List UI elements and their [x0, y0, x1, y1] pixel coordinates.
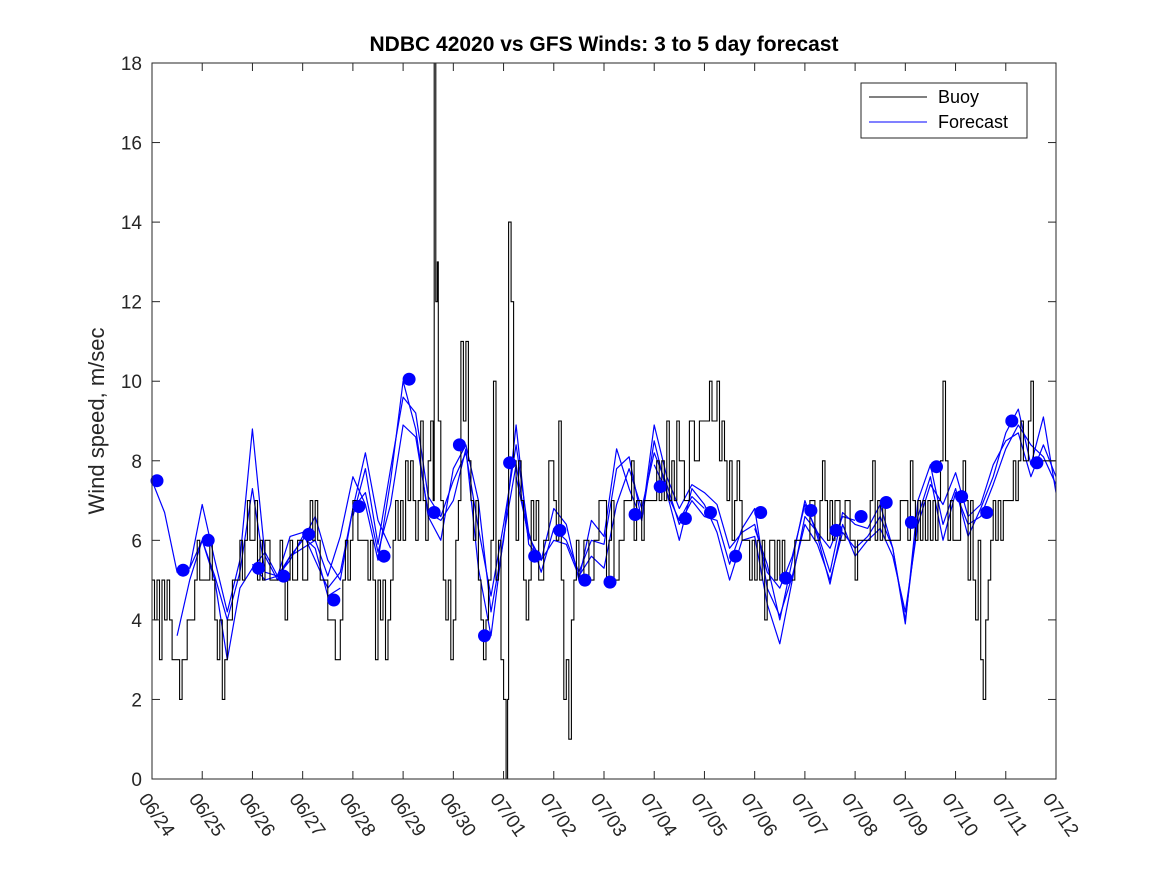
forecast-marker [478, 629, 491, 643]
forecast-marker [1005, 414, 1019, 428]
forecast-marker [804, 504, 818, 517]
forecast-marker [427, 506, 441, 519]
legend: Buoy Forecast [860, 82, 1028, 139]
forecast-run-line [653, 408, 1056, 645]
forecast-marker [252, 561, 265, 575]
forecast-marker [578, 573, 592, 587]
forecast-marker [201, 533, 215, 547]
forecast-marker [904, 515, 918, 529]
forecast-marker [327, 593, 341, 607]
forecast-marker [628, 508, 642, 521]
forecast-marker [1030, 456, 1044, 470]
forecast-marker [704, 506, 717, 519]
y-tick-label: 4 [131, 611, 142, 632]
y-tick-label: 8 [131, 452, 142, 473]
forecast-marker [955, 490, 969, 504]
forecast-marker [402, 372, 416, 386]
forecast-marker [854, 510, 868, 523]
forecast-marker [603, 575, 617, 589]
forecast-marker [352, 500, 366, 513]
y-tick-label: 12 [121, 293, 142, 314]
y-tick-label: 16 [121, 134, 142, 155]
forecast-marker [553, 523, 567, 537]
forecast-marker [528, 549, 542, 563]
forecast-marker [150, 474, 164, 488]
forecast-marker [452, 438, 466, 452]
y-tick-label: 6 [131, 531, 142, 552]
y-tick-label: 10 [121, 372, 142, 393]
marker-layer [150, 372, 1044, 643]
forecast-marker [829, 523, 843, 537]
y-tick-label: 0 [131, 770, 142, 791]
forecast-marker [879, 496, 893, 509]
forecast-marker [980, 506, 994, 519]
legend-box [860, 82, 1028, 139]
forecast-marker [729, 549, 743, 563]
forecast-marker [377, 549, 391, 563]
chart-title: NDBC 42020 vs GFS Winds: 3 to 5 day fore… [370, 33, 839, 56]
forecast-marker [302, 527, 316, 541]
forecast-run-line [754, 432, 1056, 621]
forecast-marker [678, 512, 692, 525]
legend-label-buoy: Buoy [938, 87, 979, 107]
y-tick-label: 14 [121, 213, 143, 234]
y-tick-label: 2 [131, 690, 142, 711]
forecast-marker [503, 456, 517, 470]
y-axis-label: Wind speed, m/sec [84, 327, 109, 514]
forecast-marker [653, 480, 667, 494]
legend-label-forecast: Forecast [938, 112, 1008, 132]
forecast-marker [176, 563, 190, 577]
forecast-marker [277, 569, 291, 583]
plot-area-background [152, 63, 1056, 779]
y-tick-label: 18 [121, 54, 142, 75]
forecast-marker [930, 460, 943, 474]
forecast-marker [754, 506, 768, 519]
forecast-marker [779, 571, 793, 585]
